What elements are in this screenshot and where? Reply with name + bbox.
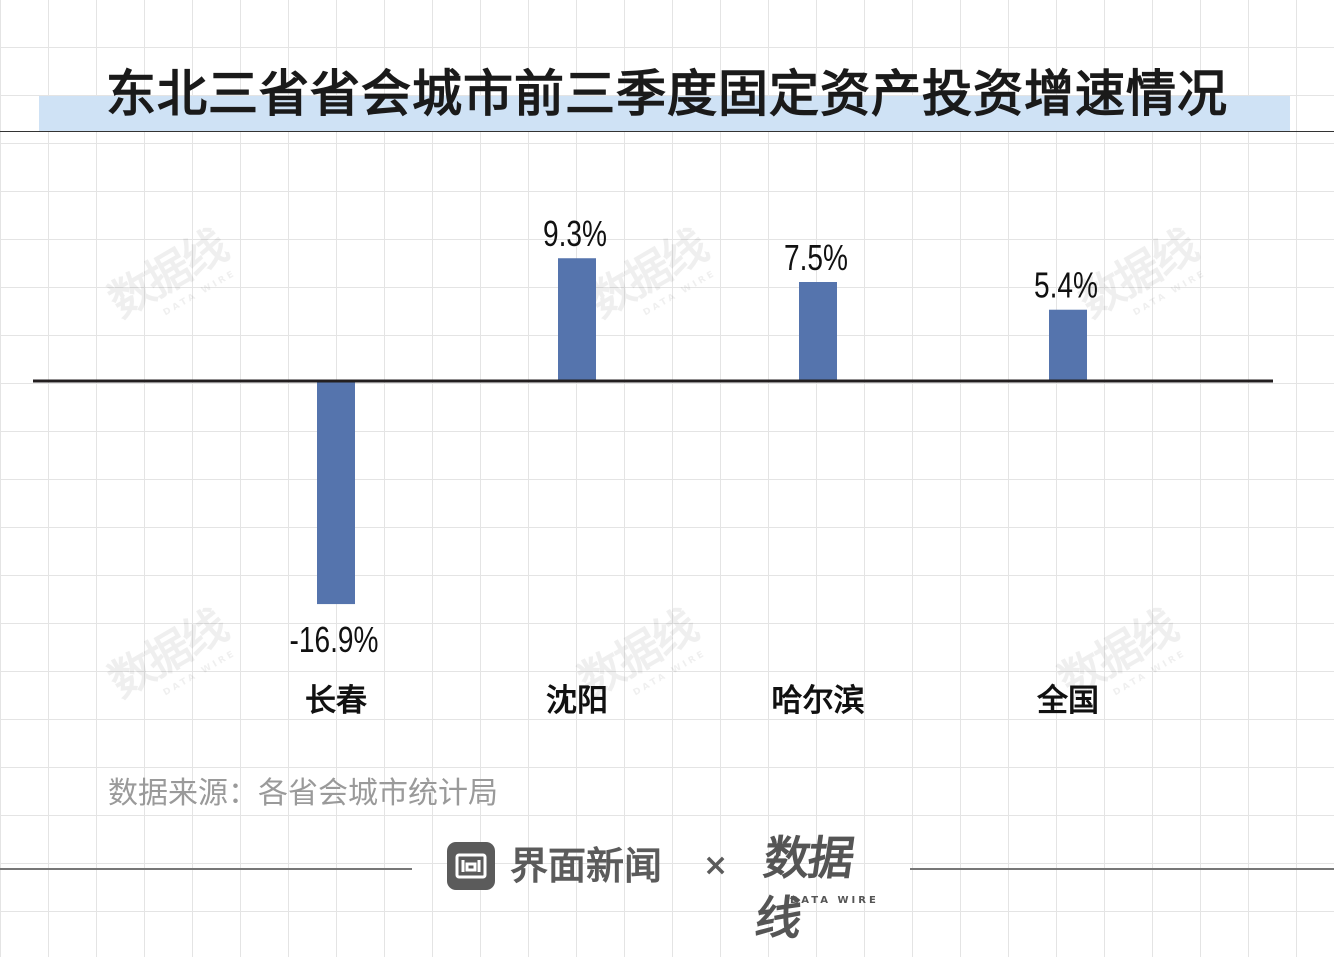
bar-2 — [799, 282, 837, 381]
bar-value-label: -16.9% — [290, 620, 379, 660]
data-wire-logo-subtext: DATA WIRE — [790, 895, 879, 906]
collab-separator: × — [703, 848, 729, 883]
title-divider — [0, 131, 1334, 132]
chart-title: 东北三省省会城市前三季度固定资产投资增速情况 — [106, 65, 1228, 123]
jiemian-logo-icon — [447, 842, 495, 890]
bar-3 — [1049, 309, 1087, 381]
bar-value-label: 7.5% — [784, 238, 848, 278]
footer-divider-right — [910, 868, 1334, 870]
data-wire-logo: 数据线 DATA WIRE — [752, 828, 890, 945]
data-source-note: 数据来源：各省会城市统计局 — [108, 776, 498, 811]
bar-chart: -16.9% 长春 9.3% 沈阳 7.5% 哈尔滨 5.4% 全国 — [33, 214, 1273, 719]
data-wire-logo-text: 数据线 — [751, 831, 857, 945]
title-highlight-band — [39, 96, 1290, 132]
bar-0 — [317, 381, 355, 605]
footer-divider-left — [0, 868, 412, 870]
bar-value-label: 9.3% — [543, 214, 607, 254]
category-label: 全国 — [1036, 683, 1099, 719]
category-label: 沈阳 — [546, 683, 608, 719]
brand-name: 界面新闻 — [510, 844, 663, 888]
bar-1 — [558, 258, 596, 381]
bar-value-label: 5.4% — [1034, 265, 1098, 305]
category-label: 哈尔滨 — [772, 683, 865, 719]
category-label: 长春 — [305, 683, 367, 719]
